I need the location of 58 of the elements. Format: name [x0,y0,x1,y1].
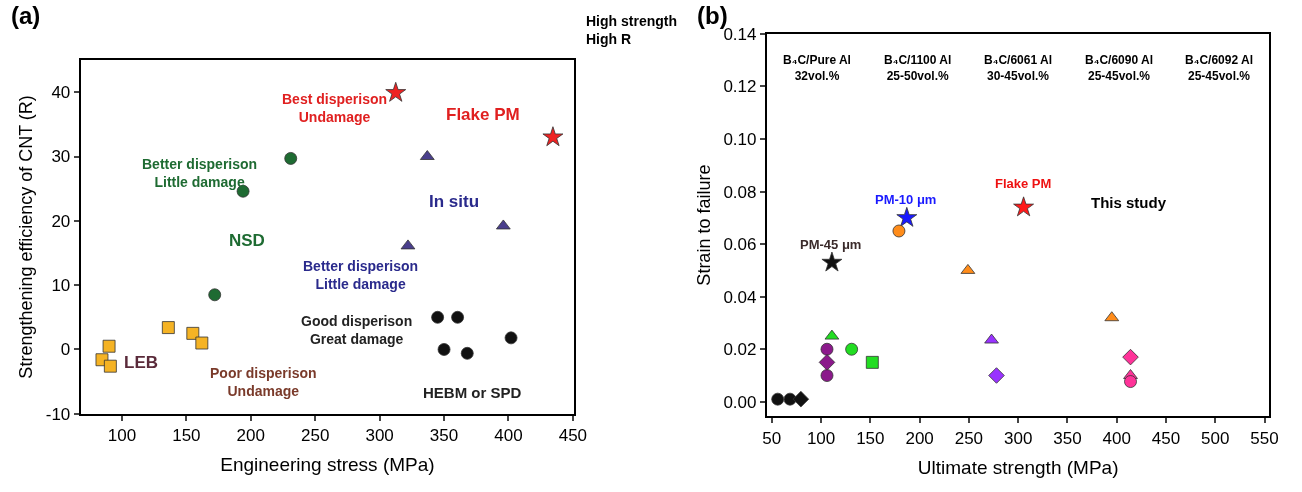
annotation: B₄C/6092 Al 25-45vol.% [1185,53,1253,83]
x-tick-label: 200 [905,428,934,448]
annotation: Good disperison Great damage [301,313,413,348]
x-tick-label: 500 [1201,428,1230,448]
x-tick-label: 400 [1102,428,1131,448]
annotation: Best disperison Undamage [282,91,388,126]
annotation: PM-10 μm [875,192,937,207]
annotation: B₄C/6061 Al 30-45vol.% [984,53,1052,83]
x-tick-label: 450 [558,426,588,446]
chart-title: (a) [11,2,41,29]
x-axis-title: Engineering stress (MPa) [220,454,435,476]
y-axis-title: Strengthening efficiency of CNT (R) [16,95,37,379]
annotation: In situ [429,192,480,211]
y-tick-label: 20 [51,211,71,231]
y-tick-label: 0.02 [723,340,757,360]
annotation: Flake PM [995,176,1052,191]
annotation: Better disperison Little damage [303,258,419,293]
y-tick-label: 0.10 [723,130,757,149]
y-tick-label: -10 [45,404,71,424]
x-tick-label: 400 [494,426,523,446]
annotation: B₄C/Pure Al 32vol.% [783,53,851,83]
annotation: B₄C/6090 Al 25-45vol.% [1085,53,1153,83]
annotation: NSD [229,231,265,250]
x-tick-label: 100 [806,428,836,448]
x-tick-label: 50 [762,428,782,448]
y-axis-title: Strain to failure [694,164,715,286]
x-axis-title: Ultimate strength (MPa) [917,456,1119,478]
y-tick-label: 0.04 [723,287,757,307]
x-tick-label: 350 [429,426,459,446]
annotation: PM-45 μm [800,237,862,252]
annotation: LEB [124,353,158,372]
x-tick-label: 250 [954,428,984,448]
y-tick-label: 40 [51,83,71,103]
annotation: This study [1091,194,1167,211]
y-tick-label: 30 [51,147,71,167]
x-tick-label: 250 [301,426,330,446]
x-tick-label: 350 [1053,428,1082,448]
y-tick-label: 0.06 [723,235,757,255]
annotation: Poor disperison Undamage [210,365,317,400]
annotation: HEBM or SPD [423,384,522,401]
annotation: B₄C/1100 Al 25-50vol.% [884,53,952,83]
x-tick-label: 550 [1250,428,1279,448]
x-tick-label: 150 [856,428,885,448]
y-tick-label: 0.08 [723,182,757,202]
x-tick-label: 150 [172,426,201,446]
y-tick-label: 10 [51,276,71,296]
annotation: Flake PM [446,105,520,124]
x-tick-label: 450 [1151,428,1181,448]
x-tick-label: 100 [107,426,137,446]
x-tick-label: 300 [365,426,394,446]
y-tick-label: 0.00 [723,392,757,412]
x-tick-label: 200 [236,426,265,446]
text: High strength High R [586,13,677,48]
y-tick-label: 0 [60,340,71,360]
y-tick-label: 0.12 [723,77,757,97]
annotation: Better disperison Little damage [142,156,258,191]
chart-title: (b) [697,2,728,29]
x-tick-label: 300 [1003,428,1033,448]
